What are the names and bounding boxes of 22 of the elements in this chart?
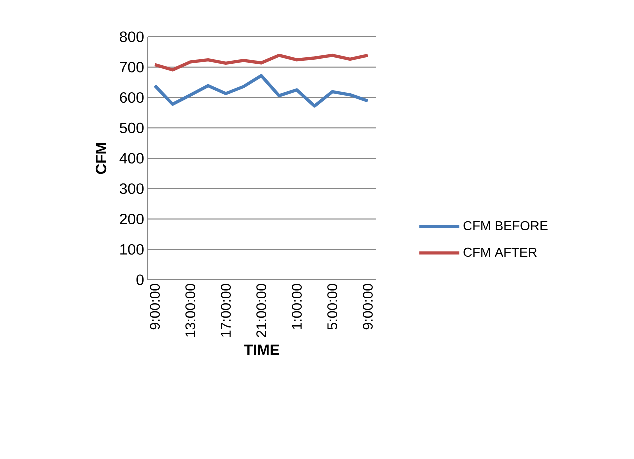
x-tick-label: 1:00:00	[292, 284, 302, 330]
line-series	[154, 74, 370, 108]
y-tick-label: 800	[120, 32, 144, 42]
line-series	[154, 54, 370, 72]
y-tick-label: 300	[120, 184, 144, 194]
x-tick-label: 9:00:00	[363, 284, 373, 330]
legend-label: CFM AFTER	[464, 248, 537, 258]
y-tick-label: 500	[120, 122, 144, 134]
y-tick-label: 0	[136, 274, 144, 286]
y-tick-label: 200	[120, 214, 144, 225]
y-tick-label: 600	[120, 92, 144, 104]
x-tick-label: 21:00:00	[256, 284, 267, 338]
y-tick-label: 700	[120, 62, 144, 73]
x-tick-label: 17:00:00	[221, 284, 232, 337]
x-tick-label: 5:00:00	[328, 284, 338, 330]
x-tick-label: 9:00:00	[150, 284, 160, 330]
x-tick-label: 13:00:00	[186, 284, 196, 337]
x-axis-title: TIME	[244, 344, 280, 356]
y-tick-label: 400	[120, 153, 144, 164]
y-tick-label: 100	[120, 244, 144, 255]
y-axis-title: CFM	[96, 143, 107, 174]
legend-label: CFM BEFORE	[464, 221, 548, 231]
